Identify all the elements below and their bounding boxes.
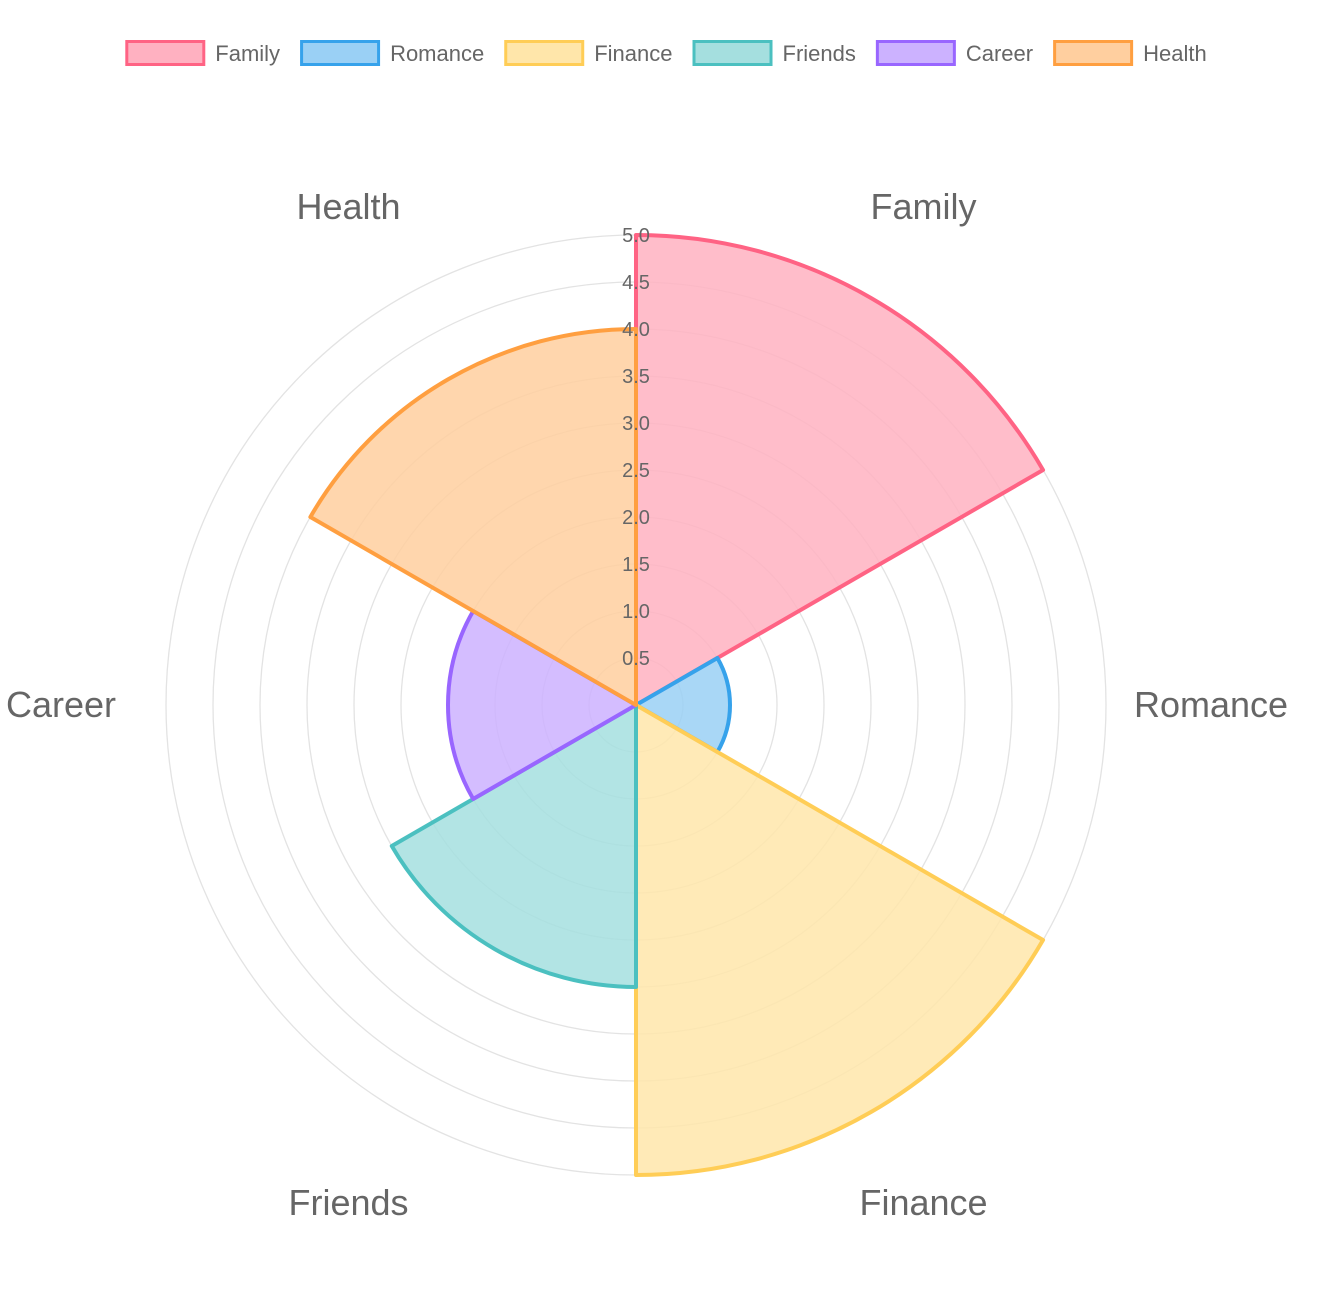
legend-label: Friends <box>783 41 856 66</box>
legend-label: Romance <box>390 41 484 66</box>
legend-swatch <box>875 40 956 66</box>
segment-friends[interactable] <box>389 703 638 989</box>
legend-label: Finance <box>594 41 672 66</box>
category-labels: Family Romance Finance Friends Career Health <box>6 186 1288 1223</box>
legend-swatch <box>692 40 773 66</box>
category-label-romance: Romance <box>1134 684 1288 725</box>
chart-legend: Family Romance Finance Friends Career Health <box>125 40 1207 66</box>
segment-family[interactable] <box>634 233 1046 707</box>
radial-tick-labels: 0.5 1.0 1.5 2.0 2.5 3.0 3.5 4.0 4.5 5.0 <box>622 225 650 670</box>
tick-label: 2.0 <box>622 507 650 529</box>
tick-label: 1.0 <box>622 601 650 623</box>
category-label-finance: Finance <box>859 1182 987 1223</box>
category-label-health: Health <box>296 186 400 227</box>
tick-label: 0.5 <box>622 648 650 670</box>
tick-label: 5.0 <box>622 225 650 247</box>
legend-swatch <box>504 40 585 66</box>
tick-label: 3.5 <box>622 366 650 388</box>
legend-swatch <box>300 40 381 66</box>
legend-label: Career <box>966 41 1033 66</box>
legend-label: Health <box>1143 41 1207 66</box>
legend-item-family[interactable]: Family <box>125 40 280 66</box>
legend-item-romance[interactable]: Romance <box>300 40 485 66</box>
legend-label: Family <box>215 41 280 66</box>
segment-career[interactable] <box>446 609 638 801</box>
legend-swatch <box>1053 40 1134 66</box>
segment-romance[interactable] <box>634 656 732 754</box>
legend-item-career[interactable]: Career <box>875 40 1033 66</box>
data-segments <box>308 233 1046 1177</box>
category-label-friends: Friends <box>288 1182 408 1223</box>
category-label-family: Family <box>871 186 977 227</box>
legend-item-friends[interactable]: Friends <box>692 40 856 66</box>
tick-label: 2.5 <box>622 460 650 482</box>
tick-label: 3.0 <box>622 413 650 435</box>
tick-label: 4.0 <box>622 319 650 341</box>
tick-label: 1.5 <box>622 554 650 576</box>
segment-finance[interactable] <box>634 703 1046 1177</box>
tick-label: 4.5 <box>622 272 650 294</box>
legend-item-health[interactable]: Health <box>1053 40 1207 66</box>
legend-item-finance[interactable]: Finance <box>504 40 673 66</box>
segment-health[interactable] <box>308 327 638 707</box>
category-label-career: Career <box>6 684 116 725</box>
legend-swatch <box>125 40 206 66</box>
